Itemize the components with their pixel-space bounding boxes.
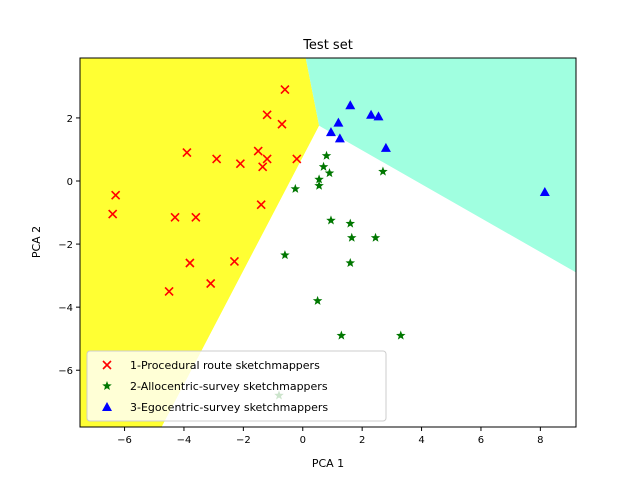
series-1-point-15 — [256, 200, 266, 210]
series-3-point-5 — [325, 127, 336, 137]
y-tick-label: −4 — [58, 303, 73, 314]
x-tick-label: −4 — [177, 435, 192, 446]
series-1-point-14 — [191, 212, 201, 222]
x-tick-label: 0 — [300, 435, 306, 446]
decision-region-2 — [305, 58, 576, 273]
series-1-point-1 — [280, 84, 290, 95]
x-tick-label: 6 — [478, 435, 484, 446]
series-1-point-6 — [235, 159, 245, 169]
series-2-point-15 — [336, 330, 347, 340]
series-2-point-6 — [290, 183, 301, 193]
series-2-point-11 — [370, 232, 381, 242]
x-tick-label: 4 — [418, 435, 424, 446]
data-points — [108, 84, 550, 400]
y-tick-label: 0 — [67, 177, 73, 188]
series-1-point-11 — [111, 190, 121, 200]
x-tick-label: 2 — [359, 435, 365, 446]
y-axis-label: PCA 2 — [30, 226, 43, 258]
x-tick-label: −6 — [117, 435, 132, 446]
series-1-point-16 — [185, 258, 195, 268]
series-2-point-4 — [314, 174, 324, 184]
series-1-point-13 — [170, 212, 180, 222]
series-3-point-6 — [334, 133, 345, 143]
series-2-point-3 — [324, 168, 335, 178]
series-3-point-1 — [345, 100, 356, 110]
chart-title: Test set — [302, 38, 353, 53]
series-2-point-8 — [326, 215, 336, 225]
series-2-point-16 — [396, 330, 406, 340]
series-2-point-7 — [378, 166, 388, 176]
legend-label-1: 1-Procedural route sketchmappers — [130, 359, 320, 372]
x-axis-label: PCA 1 — [312, 457, 344, 470]
legend: 1-Procedural route sketchmappers 2-Alloce… — [86, 350, 387, 422]
series-3-point-8 — [539, 187, 550, 197]
series-3-point-2 — [366, 109, 377, 119]
legend-marker-2 — [102, 381, 112, 391]
series-2-point-5 — [314, 180, 324, 190]
series-2-point-14 — [312, 295, 323, 305]
series-1-point-12 — [108, 209, 118, 219]
y-axis-ticks: −6 −4 −2 0 2 — [58, 114, 80, 377]
series-1-point-4 — [182, 148, 192, 158]
series-3-point-7 — [380, 142, 391, 152]
y-tick-label: −6 — [58, 366, 73, 377]
series-1-point-9 — [258, 162, 268, 172]
legend-label-2: 2-Allocentric-survey sketchmappers — [130, 380, 328, 393]
series-2-point-12 — [280, 250, 290, 260]
series-1-point-7 — [253, 146, 263, 156]
series-2-point-13 — [345, 258, 356, 268]
series-1-point-5 — [212, 154, 222, 164]
x-tick-label: 8 — [537, 435, 543, 446]
series-3-point-4 — [333, 117, 344, 127]
series-3-point-3 — [373, 111, 384, 121]
series-1-point-3 — [277, 119, 287, 129]
series-1-point-2 — [262, 110, 272, 120]
series-2-point-1 — [321, 150, 332, 160]
y-tick-label: −2 — [58, 240, 73, 251]
series-1-point-10 — [292, 154, 302, 164]
series-1-point-8 — [262, 154, 272, 164]
legend-marker-1 — [102, 360, 112, 370]
y-tick-label: 2 — [67, 114, 73, 125]
series-2-point-10 — [347, 232, 357, 242]
series-2-point-9 — [345, 218, 356, 228]
x-tick-label: −2 — [236, 435, 251, 446]
x-axis-ticks: −6 −4 −2 0 2 4 6 8 — [117, 427, 544, 446]
legend-label-3: 3-Egocentric-survey sketchmappers — [130, 401, 328, 414]
series-1-point-17 — [229, 256, 240, 266]
series-1-point-19 — [164, 286, 174, 296]
legend-box — [86, 350, 387, 422]
legend-marker-3 — [102, 402, 112, 411]
series-2-point-2 — [318, 161, 329, 171]
series-1-point-18 — [206, 278, 216, 289]
plot-frame — [79, 57, 577, 428]
